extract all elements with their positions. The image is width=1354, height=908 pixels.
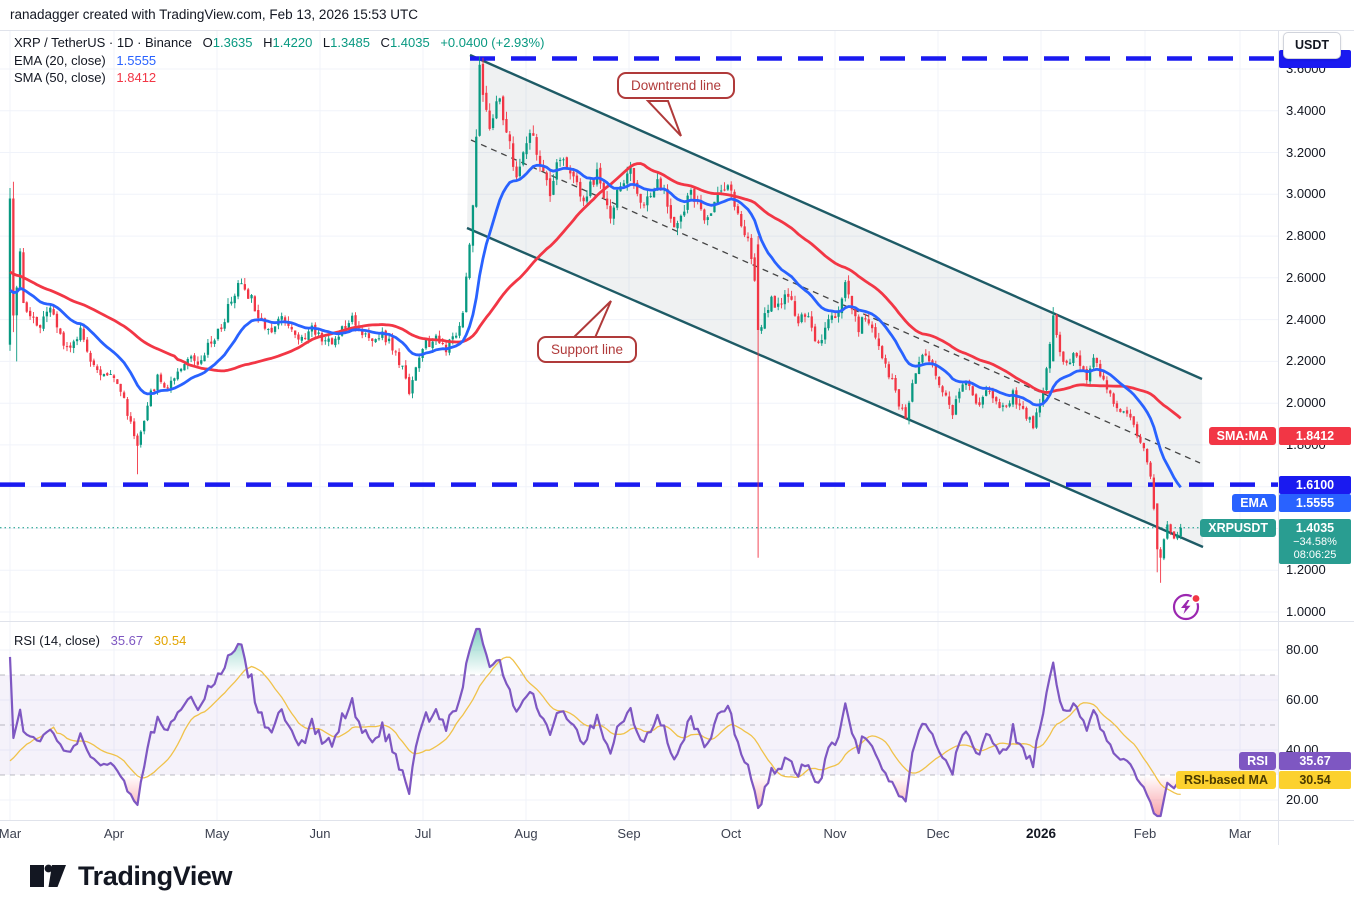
time-axis-label-may: May <box>204 826 230 841</box>
price-scale-tick: 1.0000 <box>1286 604 1326 619</box>
rsi-line-label: RSI <box>1239 751 1276 770</box>
support-callout[interactable]: Support line <box>537 336 638 363</box>
downtrend-line[interactable] <box>469 53 1203 381</box>
symbol-price-label: XRPUSDT <box>1200 518 1276 537</box>
notification-dot <box>1190 593 1201 604</box>
price-scale-tick: 2.2000 <box>1286 353 1326 369</box>
time-axis-label-feb: Feb <box>1133 826 1157 841</box>
sma-legend-row[interactable]: SMA (50, close) 1.8412 <box>14 70 156 85</box>
ema-legend-row[interactable]: EMA (20, close) 1.5555 <box>14 53 156 68</box>
downtrend-callout[interactable]: Downtrend line <box>617 72 736 99</box>
price-scale-tick: 2.6000 <box>1286 269 1326 285</box>
rsi-legend-row[interactable]: RSI (14, close) 35.67 30.54 <box>14 633 186 648</box>
price-scale-tick: 3.4000 <box>1286 102 1326 118</box>
time-axis-label-apr: Apr <box>103 826 125 841</box>
price-scale-tick: 2.8000 <box>1286 228 1326 244</box>
support-trend-line[interactable] <box>466 226 1204 549</box>
channel-midline[interactable] <box>470 139 1201 464</box>
price-scale-tick: 3.0000 <box>1286 186 1326 202</box>
tradingview-logo-text: TradingView <box>78 860 233 891</box>
rsi-line <box>8 627 1182 818</box>
price-scale-tick: 1.2000 <box>1286 562 1326 578</box>
sma-price-badge: 1.8412 <box>1279 427 1351 446</box>
time-axis-label-jul: Jul <box>414 826 432 841</box>
last-price-change: −34.58% <box>1293 535 1337 548</box>
time-axis-label-nov: Nov <box>823 826 847 841</box>
ohlc-close-label: C <box>380 35 390 50</box>
symbol-title: XRP / TetherUS · 1D · Binance <box>14 35 192 50</box>
tradingview-logo[interactable]: TradingView <box>28 856 233 896</box>
time-axis[interactable]: Mar Apr May Jun Jul Aug Sep Oct Nov Dec 2026 Feb Mar <box>0 820 1354 846</box>
symbol-legend-row[interactable]: XRP / TetherUS · 1D · Binance O1.3635 H1… <box>14 35 544 50</box>
ohlc-low-label: L <box>322 35 331 50</box>
rsi-scale-tick: 60.00 <box>1286 692 1319 707</box>
ohlc-open-value: 1.3635 <box>212 35 253 50</box>
time-axis-label-mar: Mar <box>0 826 22 841</box>
rsi-scale-tick: 80.00 <box>1286 642 1319 657</box>
rsi-ma-legend-value: 30.54 <box>153 633 187 648</box>
time-axis-label-2026: 2026 <box>1025 826 1057 841</box>
time-axis-label-oct: Oct <box>720 826 742 841</box>
ohlc-close-value: 1.4035 <box>389 35 430 50</box>
time-axis-label-sep: Sep <box>617 826 641 841</box>
time-axis-label-dec: Dec <box>926 826 950 841</box>
rsi-value-badge: 35.67 <box>1279 751 1351 770</box>
flash-alert-button[interactable] <box>1170 589 1204 623</box>
rsi-legend-label: RSI (14, close) <box>14 633 100 648</box>
sma50-line <box>9 162 1182 420</box>
price-scale-tick: 2.4000 <box>1286 311 1326 327</box>
attribution-text: ranadagger created with TradingView.com,… <box>10 7 418 22</box>
ema-price-badge: 1.5555 <box>1279 493 1351 512</box>
chart-canvas[interactable] <box>0 0 1354 845</box>
change-value: +0.0400 (+2.93%) <box>440 35 545 50</box>
sma-legend-label: SMA (50, close) <box>14 70 106 85</box>
currency-toggle-button[interactable]: USDT <box>1283 32 1341 59</box>
pane-separator[interactable] <box>0 621 1354 622</box>
bar-countdown: 08:06:25 <box>1293 548 1337 561</box>
ema20-line <box>9 163 1182 489</box>
axis-border <box>0 820 1354 821</box>
support-level-badge: 1.6100 <box>1279 475 1351 494</box>
rsi-legend-value: 35.67 <box>110 633 144 648</box>
price-scale-tick: 2.0000 <box>1286 395 1326 411</box>
rsi-ma-line-label: RSI-based MA <box>1175 770 1276 789</box>
ohlc-high-label: H <box>263 35 273 50</box>
sma-legend-value: 1.8412 <box>116 70 157 85</box>
price-scale-border <box>1278 30 1279 845</box>
price-scale-tick: 3.2000 <box>1286 144 1326 160</box>
time-axis-label-mar: Mar <box>1228 826 1252 841</box>
ema-legend-label: EMA (20, close) <box>14 53 106 68</box>
time-axis-label-jun: Jun <box>309 826 331 841</box>
ohlc-high-value: 1.4220 <box>272 35 313 50</box>
tradingview-logo-icon <box>30 864 66 887</box>
last-price-badge: 1.4035 −34.58% 08:06:25 <box>1279 518 1351 564</box>
chart-top-border <box>0 30 1354 31</box>
ema-line-label: EMA <box>1232 493 1276 512</box>
ohlc-open-label: O <box>202 35 213 50</box>
ohlc-low-value: 1.3485 <box>330 35 370 50</box>
rsi-scale-tick: 20.00 <box>1286 792 1319 807</box>
grid-layer <box>0 31 1278 820</box>
sma-line-label: SMA:MA <box>1208 427 1276 446</box>
last-price-value: 1.4035 <box>1295 520 1335 535</box>
ema-legend-value: 1.5555 <box>116 53 157 68</box>
rsi-ma-value-badge: 30.54 <box>1279 770 1351 789</box>
time-axis-label-aug: Aug <box>514 826 538 841</box>
lightning-bolt-icon <box>1172 593 1201 621</box>
